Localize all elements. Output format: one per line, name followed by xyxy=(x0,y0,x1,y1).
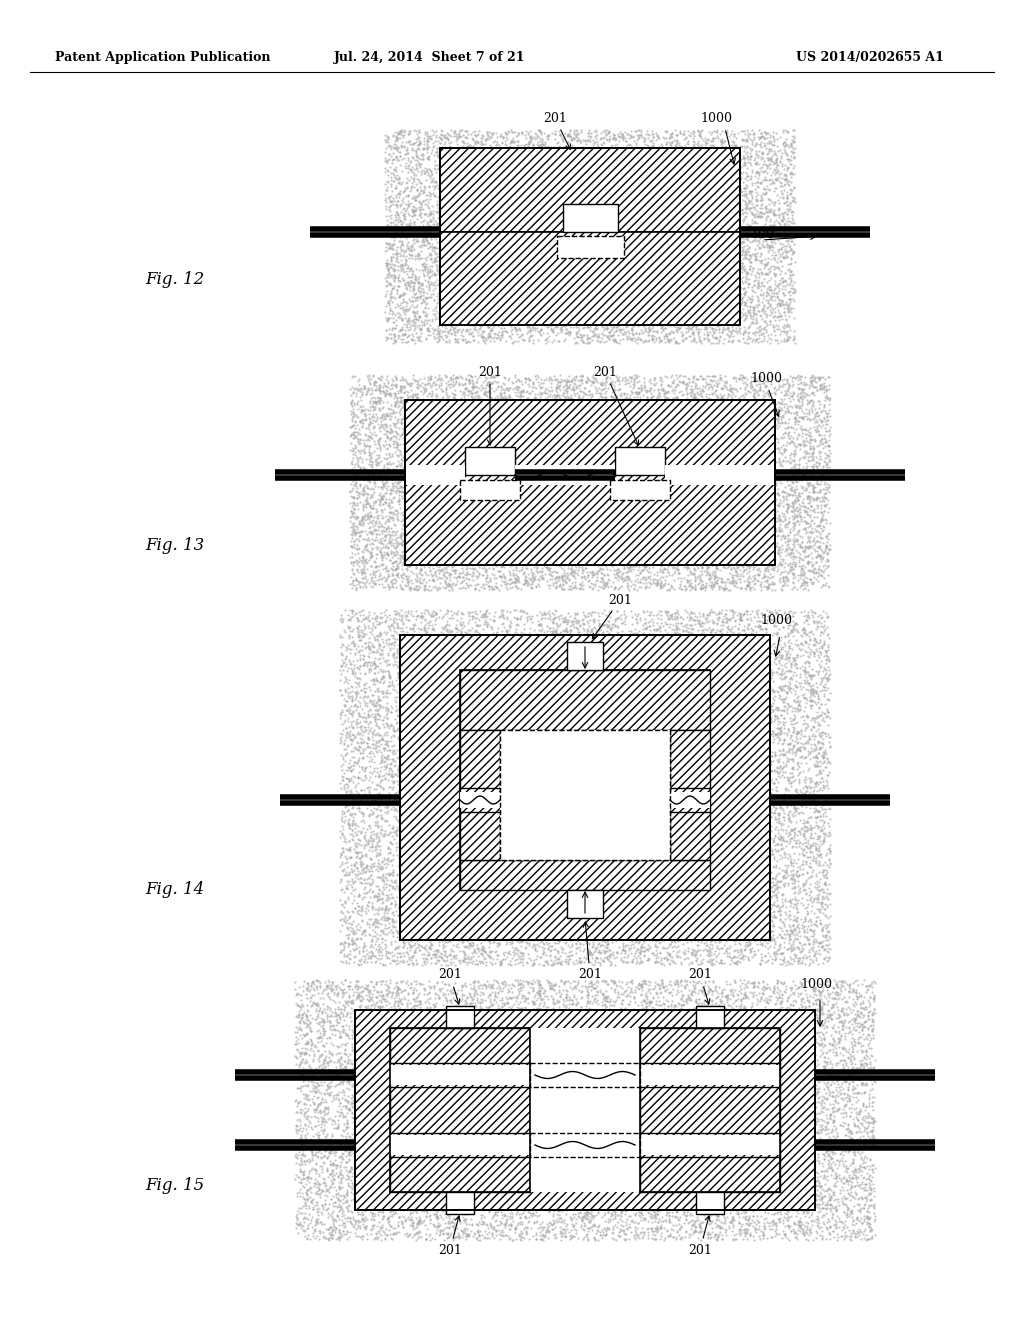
Bar xyxy=(557,236,624,257)
Bar xyxy=(640,1135,780,1155)
Text: Jul. 24, 2014  Sheet 7 of 21: Jul. 24, 2014 Sheet 7 of 21 xyxy=(334,51,525,65)
Bar xyxy=(567,642,603,671)
Text: 201: 201 xyxy=(592,594,632,639)
Bar xyxy=(563,205,618,232)
Text: 201: 201 xyxy=(688,1216,712,1257)
Text: 201: 201 xyxy=(688,969,712,1005)
Text: US 2014/0202655 A1: US 2014/0202655 A1 xyxy=(796,51,944,65)
Bar xyxy=(670,792,710,808)
Bar xyxy=(640,1028,780,1192)
Bar xyxy=(530,1028,640,1192)
Bar xyxy=(460,792,500,808)
Bar xyxy=(665,465,775,484)
Bar xyxy=(446,1192,474,1214)
Text: 201: 201 xyxy=(543,111,570,149)
Text: 100: 100 xyxy=(750,227,774,240)
Bar xyxy=(460,671,710,730)
Bar xyxy=(500,730,670,861)
Bar xyxy=(460,480,520,500)
Bar xyxy=(530,1063,640,1086)
Text: Fig. 12: Fig. 12 xyxy=(145,272,204,289)
Text: Fig. 15: Fig. 15 xyxy=(145,1176,204,1193)
Bar xyxy=(390,1065,530,1085)
Bar xyxy=(440,148,740,232)
Bar xyxy=(640,1065,780,1085)
Bar xyxy=(446,1006,474,1028)
Bar xyxy=(440,232,740,325)
Text: 1000: 1000 xyxy=(750,371,782,384)
Text: 201: 201 xyxy=(438,1216,462,1257)
Bar xyxy=(696,1006,724,1028)
Bar xyxy=(670,730,710,861)
Bar xyxy=(530,1133,640,1158)
Bar xyxy=(465,447,515,475)
Bar xyxy=(696,1192,724,1214)
Bar xyxy=(500,730,670,861)
Bar xyxy=(355,1010,815,1210)
Bar xyxy=(460,671,710,890)
Bar xyxy=(406,465,465,484)
Bar xyxy=(567,890,603,917)
Bar xyxy=(390,1135,530,1155)
Text: Fig. 14: Fig. 14 xyxy=(145,882,204,899)
Bar xyxy=(615,447,665,475)
Bar xyxy=(460,861,710,890)
Bar xyxy=(406,400,775,475)
Text: 201: 201 xyxy=(438,969,462,1005)
Bar xyxy=(406,475,775,565)
Text: 1000: 1000 xyxy=(800,978,831,991)
Text: Fig. 13: Fig. 13 xyxy=(145,536,204,553)
Bar xyxy=(390,1028,530,1192)
Bar xyxy=(610,480,670,500)
Text: 201: 201 xyxy=(478,366,502,445)
Bar xyxy=(515,465,615,484)
Bar xyxy=(460,730,500,861)
Bar xyxy=(400,635,770,940)
Text: Patent Application Publication: Patent Application Publication xyxy=(55,51,270,65)
Text: 201: 201 xyxy=(593,366,639,445)
Text: 1000: 1000 xyxy=(700,111,732,124)
Text: 1000: 1000 xyxy=(760,614,792,627)
Text: 201: 201 xyxy=(579,921,602,982)
